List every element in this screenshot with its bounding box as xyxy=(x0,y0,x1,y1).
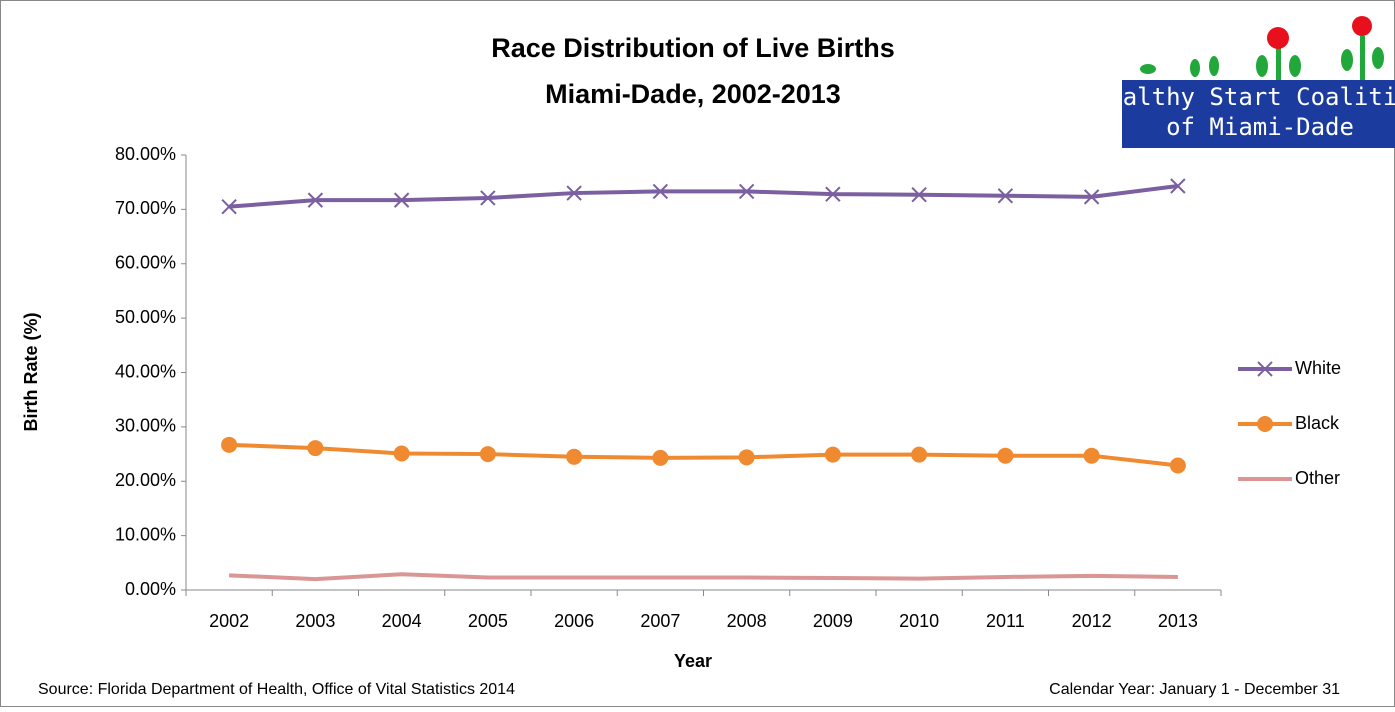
marker xyxy=(393,445,410,462)
marker xyxy=(1257,416,1273,432)
y-tick-label: 50.00% xyxy=(115,307,176,327)
marker xyxy=(1083,447,1100,464)
series-line xyxy=(229,442,1179,468)
x-tick-label: 2003 xyxy=(295,611,335,631)
leaf xyxy=(1372,47,1384,69)
marker xyxy=(1257,361,1273,377)
source-note: Source: Florida Department of Health, Of… xyxy=(38,681,515,698)
x-tick-label: 2002 xyxy=(209,611,249,631)
marker xyxy=(566,448,583,465)
legend-label: Black xyxy=(1295,413,1340,433)
leaf xyxy=(1209,56,1219,76)
marker xyxy=(393,192,410,208)
logo-text: Healthy Start Coalition xyxy=(1094,83,1395,111)
x-tick-label: 2012 xyxy=(1072,611,1112,631)
series-line xyxy=(228,184,1179,209)
y-axis-title: Birth Rate (%) xyxy=(21,312,41,431)
leaf xyxy=(1140,64,1156,74)
x-tick-label: 2006 xyxy=(554,611,594,631)
marker xyxy=(911,446,928,463)
x-tick-label: 2008 xyxy=(727,611,767,631)
leaf xyxy=(1190,59,1200,77)
y-tick-label: 70.00% xyxy=(115,198,176,218)
marker xyxy=(307,192,324,208)
y-tick-label: 30.00% xyxy=(115,416,176,436)
y-tick-label: 60.00% xyxy=(115,253,176,273)
y-tick-label: 80.00% xyxy=(115,144,176,164)
logo: Healthy Start Coalition of Miami-Dade xyxy=(1094,16,1395,148)
footnote: Calendar Year: January 1 - December 31 xyxy=(1049,681,1340,698)
x-tick-label: 2007 xyxy=(640,611,680,631)
marker xyxy=(911,186,927,203)
marker xyxy=(997,447,1014,464)
marker xyxy=(566,185,582,201)
marker xyxy=(652,183,669,200)
marker xyxy=(480,190,496,206)
chart-subtitle: Miami-Dade, 2002-2013 xyxy=(545,79,841,109)
flower xyxy=(1267,27,1289,49)
stem xyxy=(1276,48,1281,80)
leaf xyxy=(1256,55,1268,77)
logo-text: of Miami-Dade xyxy=(1166,113,1354,141)
y-tick-label: 20.00% xyxy=(115,470,176,490)
series-line xyxy=(229,572,1178,582)
x-tick-label: 2010 xyxy=(899,611,939,631)
x-axis-title: Year xyxy=(674,651,712,671)
marker xyxy=(652,449,669,466)
legend-label: Other xyxy=(1295,468,1340,488)
y-tick-label: 40.00% xyxy=(115,361,176,381)
marker xyxy=(738,449,755,466)
x-tick-label: 2013 xyxy=(1158,611,1198,631)
x-tick-label: 2009 xyxy=(813,611,853,631)
marker xyxy=(307,440,324,457)
x-tick-label: 2011 xyxy=(986,611,1025,631)
legend-label: White xyxy=(1295,358,1341,378)
y-tick-label: 0.00% xyxy=(125,579,176,599)
leaf xyxy=(1289,55,1301,77)
marker xyxy=(997,188,1014,204)
marker xyxy=(1083,189,1100,205)
flower xyxy=(1352,16,1372,36)
chart-title: Race Distribution of Live Births xyxy=(491,33,895,63)
x-tick-label: 2005 xyxy=(468,611,508,631)
stem xyxy=(1360,36,1365,80)
marker xyxy=(824,446,841,463)
leaf xyxy=(1341,49,1353,71)
marker xyxy=(221,436,238,453)
marker xyxy=(1170,178,1186,194)
y-tick-label: 10.00% xyxy=(115,524,176,544)
marker xyxy=(825,186,841,202)
x-tick-label: 2004 xyxy=(382,611,422,631)
marker xyxy=(479,446,496,463)
logo-box xyxy=(1122,80,1395,148)
marker xyxy=(738,183,755,200)
marker xyxy=(221,198,237,215)
marker xyxy=(1169,457,1186,474)
